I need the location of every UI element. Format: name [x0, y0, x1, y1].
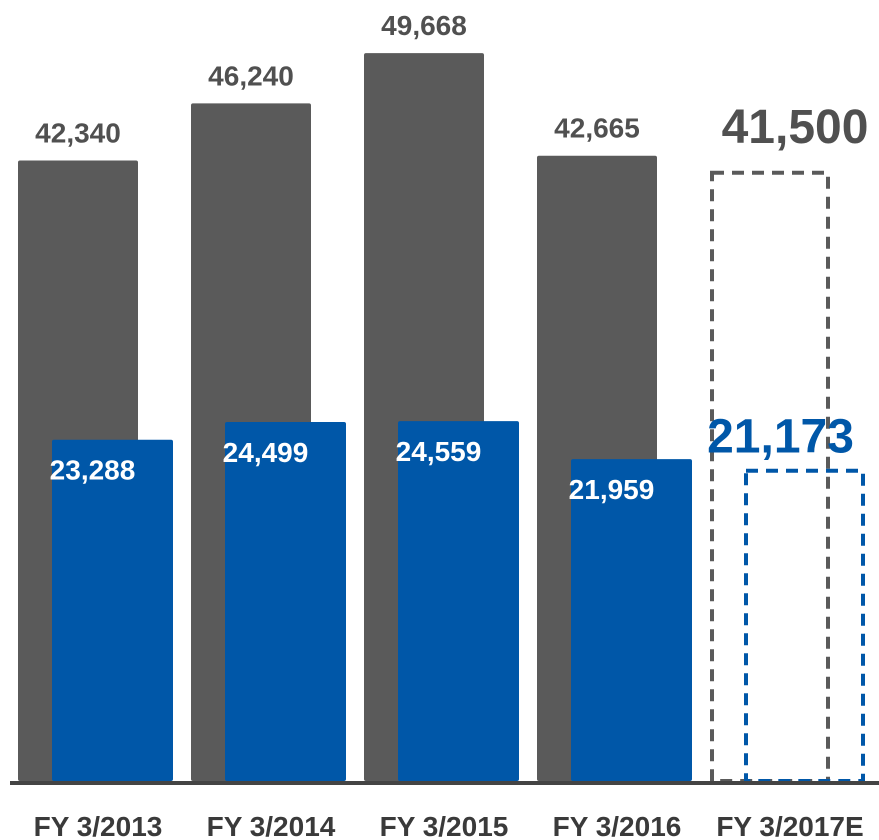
- label-segment-0: 23,288: [50, 455, 136, 486]
- x-tick-label-4: FY 3/2017E: [716, 811, 863, 840]
- label-segment-2: 24,559: [396, 436, 482, 467]
- labels-layer: 42,340 23,288 46,240 24,499 49,668 24,559 42,6…: [35, 10, 868, 505]
- x-tick-label-1: FY 3/2014: [207, 811, 336, 840]
- x-tick-label-2: FY 3/2015: [380, 811, 509, 840]
- label-total-3: 42,665: [554, 113, 640, 144]
- bar-segment-3: [571, 459, 692, 781]
- label-total-0: 42,340: [35, 117, 121, 148]
- bar-segment-4: [744, 468, 865, 783]
- bar-segment-1: [225, 421, 346, 781]
- bar-total-4: [710, 170, 830, 784]
- label-total-2: 49,668: [381, 10, 467, 41]
- label-segment-4: 21,173: [707, 411, 854, 464]
- label-segment-1: 24,499: [223, 437, 309, 468]
- bar-segment-0: [52, 439, 173, 781]
- x-tick-labels: FY 3/2013 FY 3/2014 FY 3/2015 FY 3/2016 FY 3…: [34, 811, 864, 840]
- bar-segment-2: [398, 421, 519, 781]
- label-segment-3: 21,959: [569, 474, 655, 505]
- label-total-1: 46,240: [208, 60, 294, 91]
- x-tick-label-0: FY 3/2013: [34, 811, 163, 840]
- x-tick-label-3: FY 3/2016: [553, 811, 682, 840]
- label-total-4: 41,500: [722, 101, 869, 154]
- bars-layer: [18, 53, 865, 784]
